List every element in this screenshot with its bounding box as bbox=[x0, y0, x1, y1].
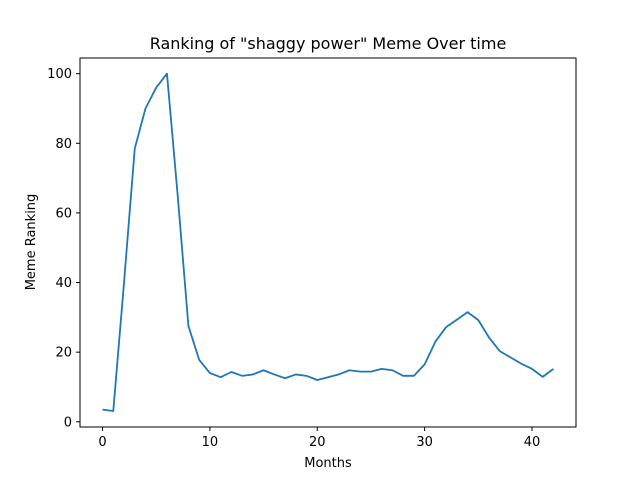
x-tick-label: 40 bbox=[524, 435, 541, 450]
y-tick-label: 60 bbox=[55, 206, 72, 221]
x-tick-label: 10 bbox=[202, 435, 219, 450]
y-axis-title: Meme Ranking bbox=[24, 194, 39, 291]
plot-area-frame bbox=[79, 57, 577, 428]
y-tick-label: 40 bbox=[55, 276, 72, 291]
y-tick-label: 100 bbox=[47, 67, 72, 82]
x-tick-label: 30 bbox=[416, 435, 433, 450]
chart-title: Ranking of "shaggy power" Meme Over time bbox=[150, 34, 507, 53]
x-axis-title: Months bbox=[304, 456, 352, 471]
y-tick-label: 0 bbox=[64, 415, 72, 430]
series-line bbox=[102, 72, 554, 412]
x-tick-label: 20 bbox=[309, 435, 326, 450]
y-tick-label: 80 bbox=[55, 137, 72, 152]
x-tick-label: 0 bbox=[98, 435, 106, 450]
y-tick-label: 20 bbox=[55, 346, 72, 361]
